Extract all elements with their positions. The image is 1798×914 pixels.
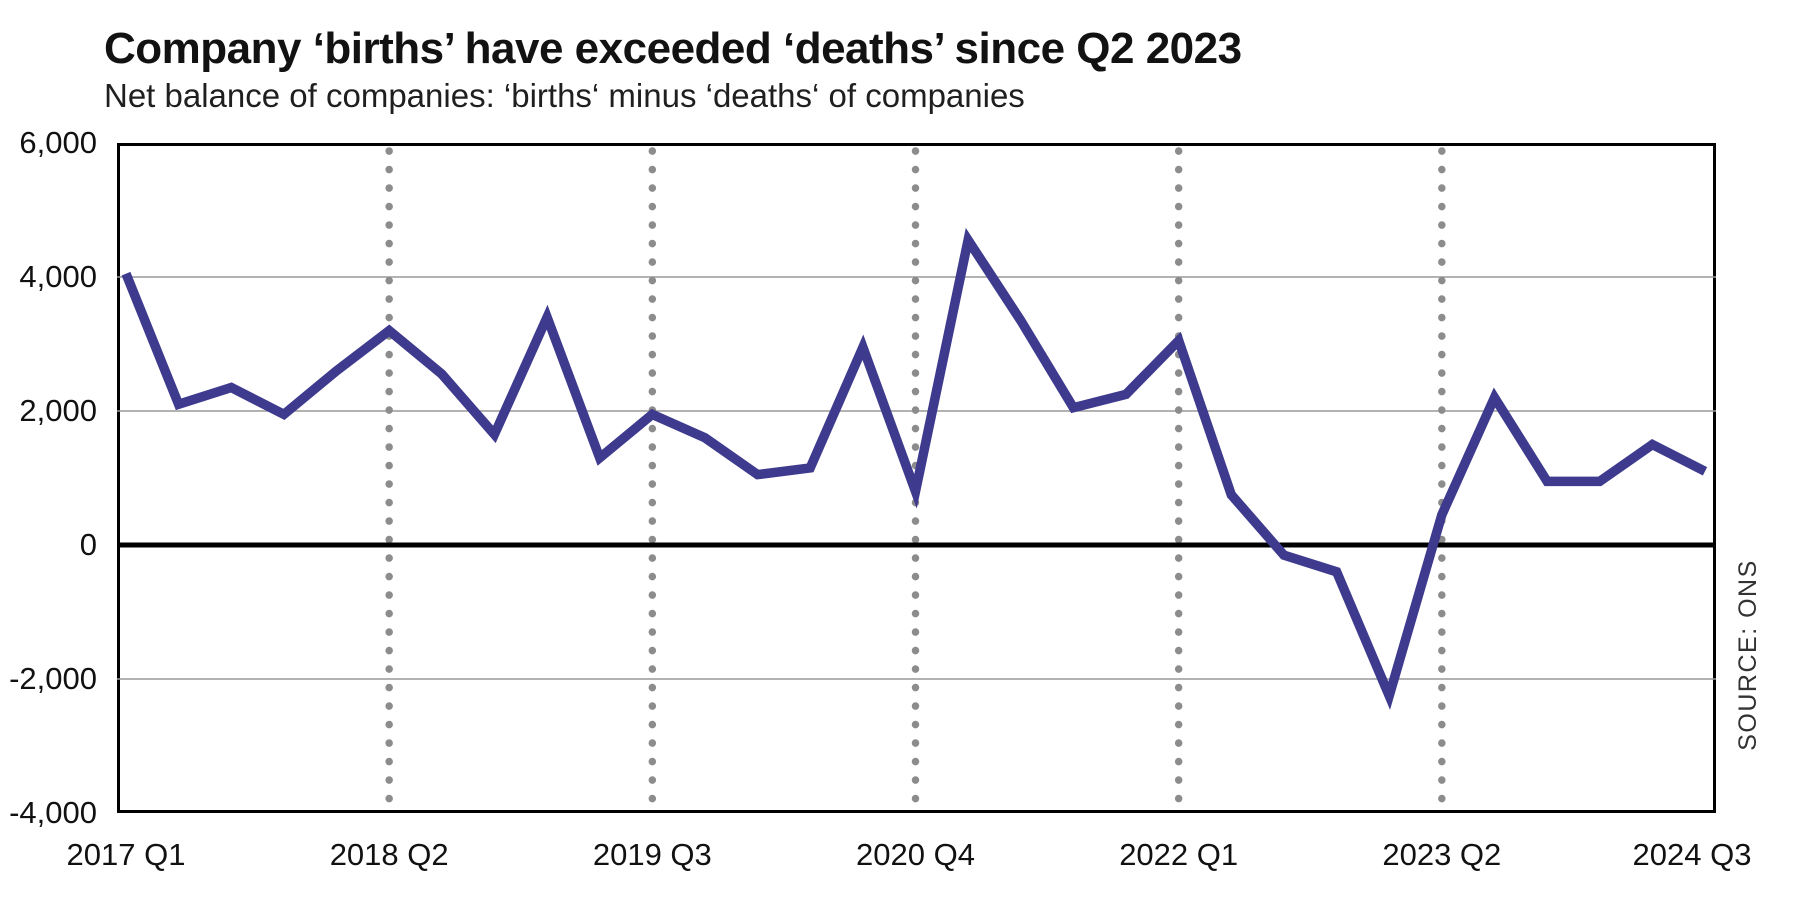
chart-title: Company ‘births’ have exceeded ‘deaths’ … xyxy=(104,24,1242,73)
source-credit: SOURCE: ONS xyxy=(1734,559,1762,751)
y-tick-label: 4,000 xyxy=(19,259,97,294)
x-tick-label: 2017 Q1 xyxy=(66,837,186,872)
y-tick-label: 0 xyxy=(79,527,97,562)
x-tick-label: 2018 Q2 xyxy=(329,837,449,872)
y-tick-label: 2,000 xyxy=(19,393,97,428)
y-tick-label: -4,000 xyxy=(9,795,97,830)
y-tick-label: 6,000 xyxy=(19,125,97,160)
x-tick-label: 2019 Q3 xyxy=(592,837,712,872)
chart-subtitle: Net balance of companies: ‘births‘ minus… xyxy=(104,77,1025,114)
net-balance-line xyxy=(121,227,1708,710)
x-tick-label: 2020 Q4 xyxy=(856,837,975,872)
x-tick-label: 2022 Q1 xyxy=(1119,837,1239,872)
chart-svg xyxy=(117,147,1716,813)
x-tick-label: 2023 Q2 xyxy=(1382,837,1502,872)
y-tick-label: -2,000 xyxy=(9,661,97,696)
plot-area xyxy=(117,143,1716,813)
x-tick-label: 2024 Q3 xyxy=(1632,837,1752,872)
